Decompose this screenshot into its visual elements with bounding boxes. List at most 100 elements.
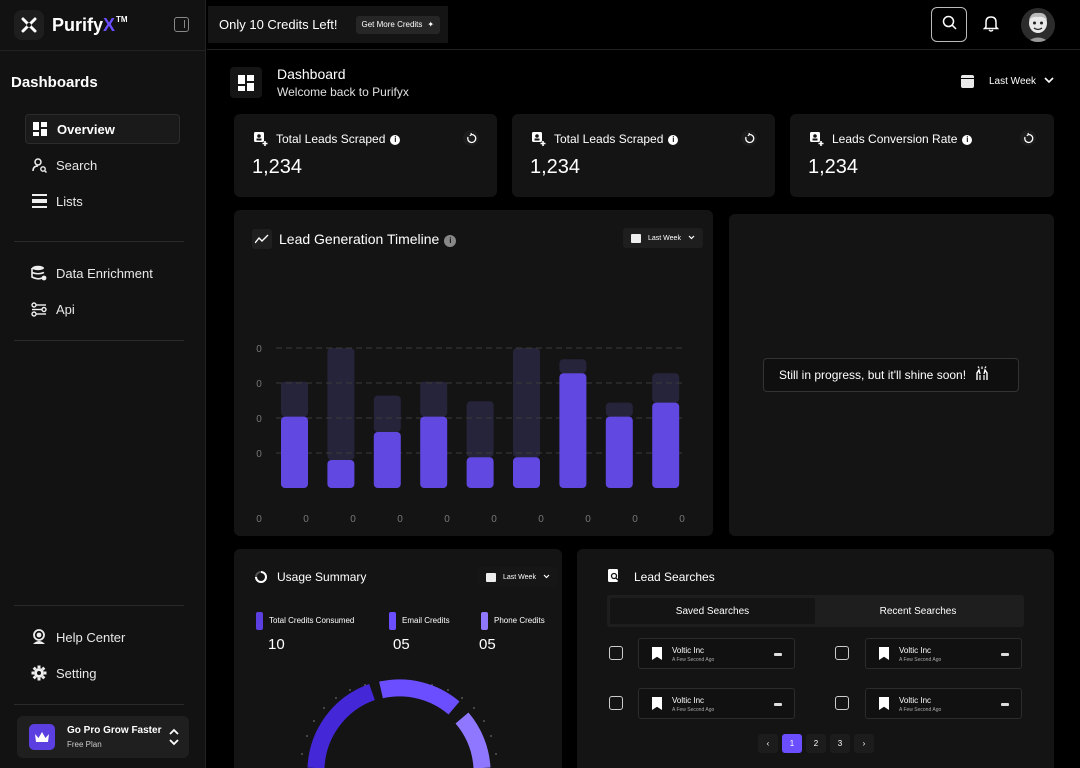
- remove-icon[interactable]: [774, 703, 782, 706]
- select-checkbox[interactable]: [835, 646, 849, 660]
- gauge-segment-total: [307, 683, 376, 768]
- refresh-icon[interactable]: [1020, 130, 1036, 146]
- x-tick-label: 0: [303, 514, 309, 525]
- legend-value: 05: [393, 636, 410, 653]
- get-more-credits-button[interactable]: Get More Credits ✦: [355, 15, 441, 34]
- next-page-button[interactable]: ›: [854, 734, 874, 753]
- card-title: Lead Generation Timeline i: [279, 231, 457, 247]
- bar-remaining: [420, 381, 448, 417]
- sparkle-hands-icon: [974, 365, 990, 385]
- credits-banner: Only 10 Credits Left! Get More Credits ✦: [208, 6, 448, 43]
- info-icon: i: [962, 135, 973, 145]
- chevron-down-icon: [688, 235, 695, 242]
- upgrade-plan-card[interactable]: Go Pro Grow Faster Free Plan: [17, 716, 189, 758]
- chevron-down-icon: [543, 574, 550, 581]
- sidebar-item-lists[interactable]: Lists: [25, 186, 180, 216]
- sidebar-item-setting[interactable]: Setting: [25, 658, 180, 688]
- legend-swatch: [256, 612, 263, 630]
- x-tick-label: 0: [585, 514, 591, 525]
- search-result-item[interactable]: Voltic Inc A Few Second Ago: [638, 688, 795, 719]
- avatar[interactable]: [1021, 8, 1055, 42]
- date-range-select[interactable]: Last Week: [478, 567, 558, 587]
- bar-primary: [420, 416, 448, 488]
- bar-remaining: [605, 402, 633, 417]
- stat-label: Leads Conversion Rate i: [832, 132, 973, 146]
- search-time: A Few Second Ago: [672, 707, 715, 713]
- bar-remaining: [373, 395, 401, 432]
- tab-saved-searches[interactable]: Saved Searches: [610, 598, 815, 624]
- trend-line-icon: [252, 229, 272, 249]
- brand-logo-icon: [14, 10, 44, 40]
- divider: [14, 605, 184, 606]
- chevron-up-down-icon[interactable]: [169, 728, 179, 751]
- x-tick-label: 0: [538, 514, 544, 525]
- y-tick-label: 0: [256, 379, 262, 390]
- usage-gauge: [301, 679, 497, 768]
- gauge-segment-email: [379, 679, 460, 715]
- tab-recent-searches[interactable]: Recent Searches: [879, 605, 957, 617]
- calendar-icon: [631, 233, 641, 243]
- gauge-segment-phone: [455, 712, 491, 768]
- card-title: Usage Summary: [277, 570, 367, 584]
- headset-icon: [31, 629, 47, 645]
- remove-icon[interactable]: [774, 653, 782, 656]
- remove-icon[interactable]: [1001, 703, 1009, 706]
- search-time: A Few Second Ago: [672, 657, 715, 663]
- page-button[interactable]: 1: [782, 734, 802, 753]
- remove-icon[interactable]: [1001, 653, 1009, 656]
- search-result-item[interactable]: Voltic Inc A Few Second Ago: [638, 638, 795, 669]
- sidebar-item-api[interactable]: Api: [25, 294, 180, 324]
- refresh-icon[interactable]: [463, 130, 479, 146]
- legend-item: Email Credits: [389, 612, 450, 630]
- select-checkbox[interactable]: [609, 696, 623, 710]
- page-button[interactable]: 2: [806, 734, 826, 753]
- search-result-item[interactable]: Voltic Inc A Few Second Ago: [865, 638, 1022, 669]
- sidebar-item-label: Lists: [56, 193, 83, 209]
- refresh-icon[interactable]: [741, 130, 757, 146]
- date-range-select[interactable]: Last Week: [961, 75, 1054, 88]
- search-name: Voltic Inc: [672, 696, 705, 705]
- credits-remaining-text: Only 10 Credits Left!: [219, 17, 338, 32]
- sidebar-collapse-icon[interactable]: [174, 17, 189, 32]
- bar-primary: [373, 432, 401, 488]
- stat-value: 1,234: [252, 156, 303, 178]
- upgrade-title: Go Pro Grow Faster: [67, 725, 162, 736]
- grid-icon: [32, 121, 48, 137]
- bar-remaining: [559, 359, 587, 374]
- user-add-icon: [810, 132, 824, 146]
- page-button[interactable]: 3: [830, 734, 850, 753]
- sidebar-item-data-enrichment[interactable]: Data Enrichment: [25, 258, 180, 288]
- sidebar-item-overview[interactable]: Overview: [25, 114, 180, 144]
- search-icon: [942, 15, 957, 35]
- pagination: ‹ 1 2 3 ›: [758, 734, 874, 753]
- notification-bell-icon[interactable]: [982, 14, 1003, 34]
- bar-primary: [559, 373, 587, 488]
- page-title: Dashboard: [277, 66, 346, 82]
- search-button[interactable]: [931, 7, 967, 42]
- date-range-select[interactable]: Last Week: [623, 228, 703, 248]
- legend-swatch: [389, 612, 396, 630]
- y-tick-label: 0: [256, 414, 262, 425]
- sidebar-item-label: Data Enrichment: [56, 265, 153, 281]
- select-checkbox[interactable]: [609, 646, 623, 660]
- calendar-icon: [486, 572, 496, 582]
- bar-primary: [513, 457, 540, 488]
- brand[interactable]: PurifyXTM: [14, 8, 128, 42]
- y-tick-label: 0: [256, 344, 262, 355]
- prev-page-button[interactable]: ‹: [758, 734, 778, 753]
- x-tick-label: 0: [256, 514, 262, 525]
- stat-card: Leads Conversion Rate i 1,234: [790, 114, 1054, 197]
- loading-ring-icon: [254, 570, 268, 589]
- info-icon: i: [444, 235, 457, 247]
- api-icon: [31, 301, 47, 317]
- search-result-item[interactable]: Voltic Inc A Few Second Ago: [865, 688, 1022, 719]
- usage-summary-card: Usage Summary Last Week Total Credits Co…: [234, 549, 562, 768]
- search-name: Voltic Inc: [899, 696, 932, 705]
- bar-remaining: [327, 348, 355, 460]
- card-title: Lead Searches: [634, 570, 715, 584]
- sidebar-item-search[interactable]: Search: [25, 150, 180, 180]
- legend-swatch: [481, 612, 488, 630]
- select-checkbox[interactable]: [835, 696, 849, 710]
- stat-value: 1,234: [530, 156, 581, 178]
- sidebar-item-help-center[interactable]: Help Center: [25, 622, 180, 652]
